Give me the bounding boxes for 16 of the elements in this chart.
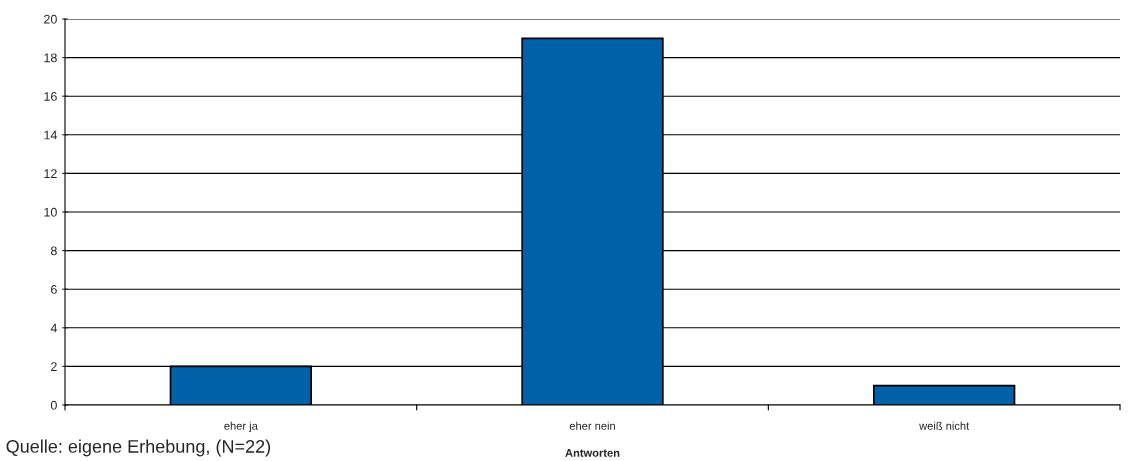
y-tick-label: 10 xyxy=(44,207,57,217)
y-tick-label: 20 xyxy=(44,14,57,24)
y-tick-label: 6 xyxy=(51,285,57,294)
x-axis-title: Antworten xyxy=(565,449,620,457)
x-tick-label: eher ja xyxy=(224,421,258,433)
y-tick-label: 2 xyxy=(51,362,57,371)
y-tick-label: 8 xyxy=(50,246,57,256)
y-tick-label: 0 xyxy=(50,400,57,410)
y-tick-label: 14 xyxy=(44,130,57,140)
x-tick-label: eher nein xyxy=(569,421,615,430)
source-note: Quelle: eigene Erhebung, (N=22) xyxy=(6,439,271,457)
y-tick-label: 4 xyxy=(50,323,57,333)
y-tick-label: 12 xyxy=(44,169,57,178)
y-tick-label: 16 xyxy=(44,92,57,101)
y-tick-label: 18 xyxy=(44,53,57,63)
x-tick-label: weiß nicht xyxy=(919,421,970,430)
